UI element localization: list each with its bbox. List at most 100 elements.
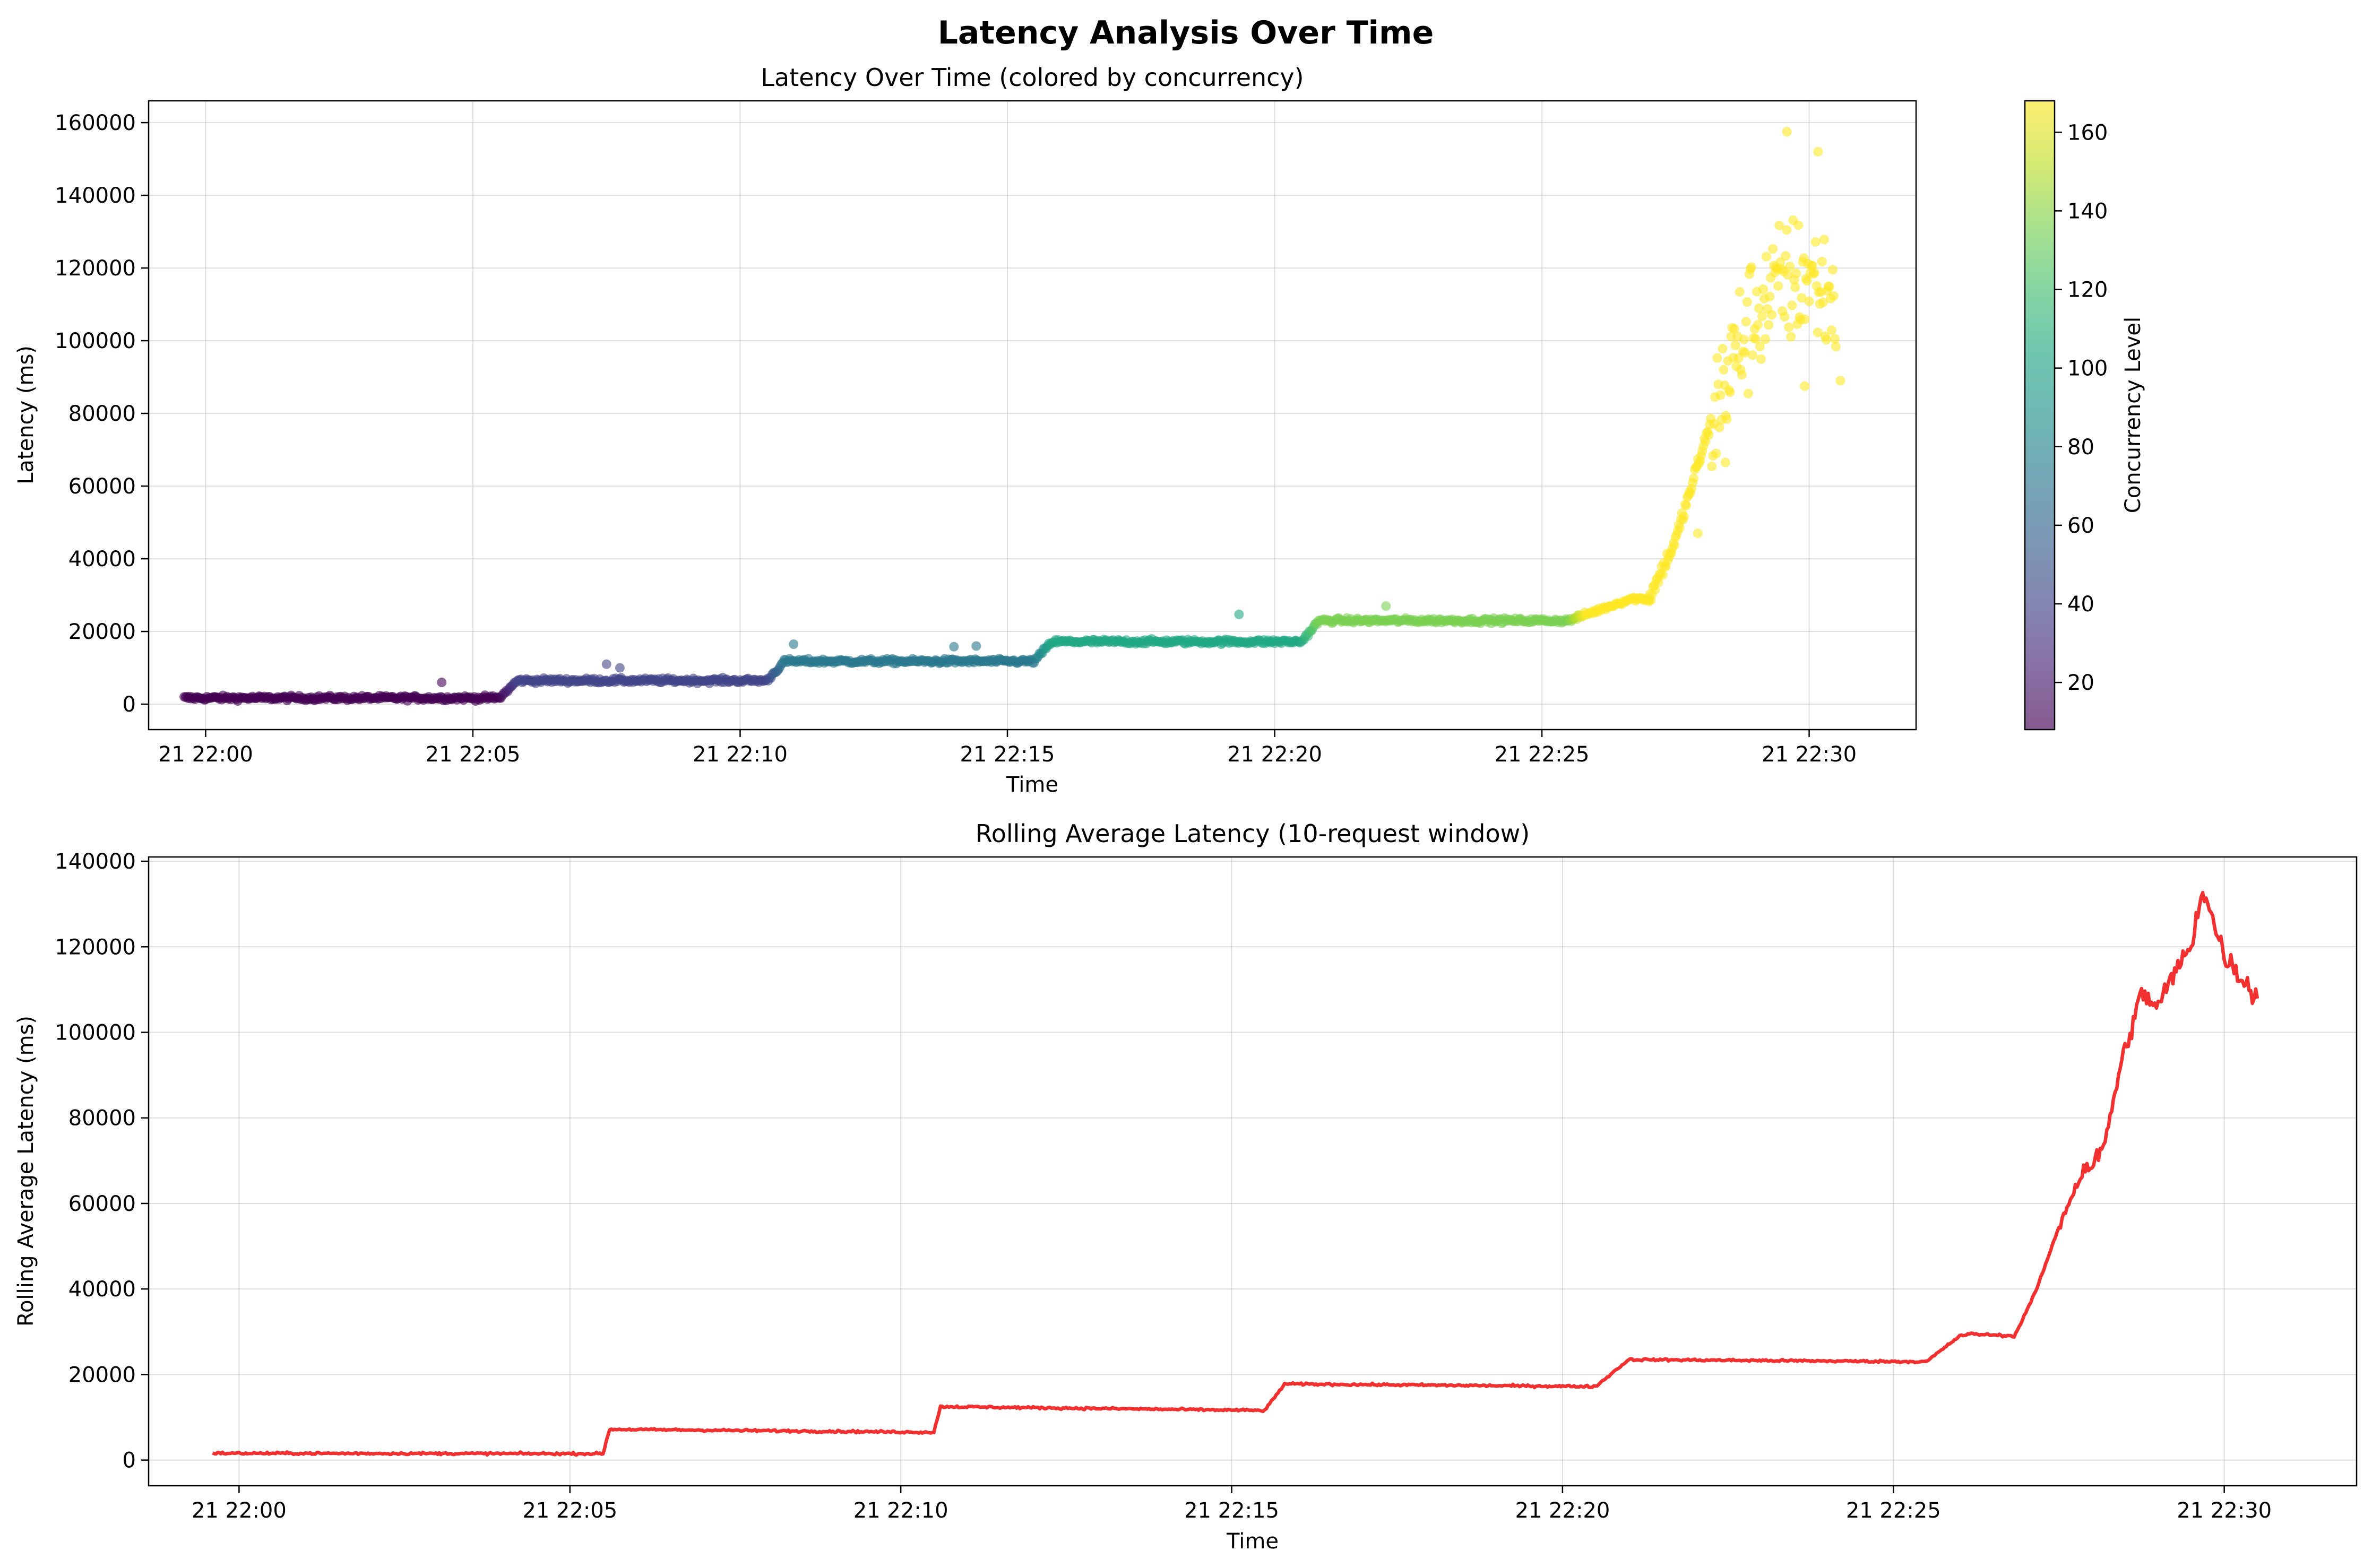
bot-y-tick-label: 140000 — [55, 850, 136, 874]
scatter-point — [615, 663, 625, 673]
colorbar-tick-label: 80 — [2067, 435, 2094, 460]
scatter-point — [1827, 265, 1838, 275]
top-x-axis-label: Time — [1006, 773, 1058, 797]
colorbar-gradient — [2025, 101, 2055, 730]
colorbar-frame — [2024, 100, 2056, 731]
scatter-point — [1781, 251, 1791, 261]
scatter-point — [1729, 324, 1739, 334]
scatter-point — [1658, 570, 1668, 580]
top-x-tick-label: 21 22:00 — [158, 742, 253, 767]
scatter-point — [1821, 335, 1831, 345]
scatter-point — [1756, 354, 1766, 364]
bottom-chart: Rolling Average Latency (10-request wind… — [14, 819, 2358, 1554]
scatter-point — [1718, 344, 1728, 353]
bot-x-tick-label: 21 22:20 — [1515, 1498, 1610, 1523]
bottom-grid — [149, 857, 2357, 1486]
top-y-tick-label: 60000 — [68, 474, 136, 499]
scatter-point — [1715, 390, 1726, 400]
colorbar-tick-label: 160 — [2067, 120, 2108, 145]
scatter-point — [1800, 381, 1810, 391]
bottom-chart-title: Rolling Average Latency (10-request wind… — [976, 819, 1530, 848]
colorbar-tick-label: 140 — [2067, 199, 2108, 223]
top-chart: Latency Over Time (colored by concurrenc… — [14, 63, 2145, 797]
scatter-point — [1739, 334, 1749, 344]
top-y-tick-label: 80000 — [68, 402, 136, 426]
scatter-point — [1679, 512, 1689, 522]
scatter-point — [1828, 291, 1839, 301]
scatter-point — [1800, 314, 1810, 324]
scatter-point — [1743, 388, 1753, 399]
bottom-x-ticks: 21 22:00 21 22:05 21 22:10 21 22:15 21 22:20… — [192, 1486, 2272, 1523]
bot-x-tick-label: 21 22:00 — [192, 1498, 287, 1523]
bot-y-tick-label: 60000 — [68, 1192, 136, 1216]
top-y-tick-label: 160000 — [55, 111, 136, 135]
scatter-point — [1818, 297, 1828, 307]
scatter-point — [1747, 350, 1757, 360]
bot-y-tick-label: 20000 — [68, 1363, 136, 1387]
scatter-point — [1780, 312, 1790, 322]
scatter-point — [1741, 317, 1751, 327]
scatter-point — [1813, 146, 1823, 157]
scatter-point — [1785, 262, 1795, 272]
scatter-point — [1783, 270, 1793, 280]
scatter-point — [1793, 220, 1804, 230]
colorbar-tick-label: 20 — [2067, 671, 2094, 695]
top-x-tick-label: 21 22:30 — [1762, 742, 1857, 767]
top-x-tick-label: 21 22:15 — [960, 742, 1055, 767]
scatter-point — [789, 639, 799, 649]
bottom-x-axis-label: Time — [1226, 1529, 1279, 1554]
top-y-tick-label: 120000 — [55, 256, 136, 281]
scatter-point — [1234, 609, 1244, 619]
scatter-point — [1835, 376, 1845, 386]
scatter-point — [1830, 334, 1840, 344]
top-plot-frame — [148, 100, 1917, 731]
figure-suptitle: Latency Analysis Over Time — [938, 14, 1434, 51]
scatter-point — [1786, 332, 1796, 342]
bottom-plot-frame — [148, 856, 2358, 1487]
scatter-point — [1753, 320, 1763, 330]
scatter-point — [1791, 268, 1801, 278]
scatter-point — [1730, 340, 1740, 350]
bot-y-tick-label: 80000 — [68, 1106, 136, 1131]
scatter-point — [1720, 457, 1730, 467]
scatter-point — [1742, 297, 1752, 307]
scatter-point — [1758, 284, 1768, 294]
bot-y-tick-label: 40000 — [68, 1277, 136, 1302]
rolling-average-line — [212, 890, 2259, 1457]
scatter-point — [1711, 448, 1721, 458]
scatter-point — [1782, 127, 1792, 137]
scatter-point — [1757, 311, 1767, 322]
scatter-point — [1773, 281, 1783, 291]
scatter-point — [1817, 257, 1827, 266]
scatter-point — [1750, 334, 1761, 344]
scatter-point — [1740, 348, 1750, 358]
top-y-tick-label: 100000 — [55, 329, 136, 353]
bottom-y-axis-label: Rolling Average Latency (ms) — [14, 1016, 38, 1327]
bot-x-tick-label: 21 22:05 — [522, 1498, 617, 1523]
scatter-point — [1714, 422, 1724, 432]
scatter-point — [1797, 293, 1807, 303]
scatter-point — [1784, 322, 1794, 332]
scatter-point — [1689, 473, 1699, 483]
colorbar-tick-label: 100 — [2067, 357, 2108, 381]
colorbar-tick-label: 60 — [2067, 514, 2094, 538]
scatter-point — [1819, 235, 1829, 245]
scatter-point — [1381, 601, 1391, 611]
bot-x-tick-label: 21 22:25 — [1846, 1498, 1941, 1523]
scatter-point — [1768, 244, 1778, 254]
scatter-point — [1755, 341, 1765, 351]
bot-y-tick-label: 100000 — [55, 1021, 136, 1045]
scatter-point — [1746, 262, 1756, 272]
scatter-point — [1774, 220, 1784, 230]
scatter-point — [1831, 342, 1841, 352]
scatter-point — [1681, 500, 1691, 510]
scatter-point — [1790, 282, 1800, 292]
scatter-point — [1761, 334, 1770, 344]
scatter-point — [1725, 387, 1735, 397]
scatter-point — [601, 659, 611, 669]
bottom-y-ticks: 0 20000 40000 60000 80000 100000 120000 140000 — [55, 850, 149, 1473]
top-y-tick-label: 140000 — [55, 184, 136, 208]
top-scatter-points — [179, 127, 1845, 706]
scatter-point — [1722, 414, 1732, 424]
scatter-point — [1762, 252, 1771, 262]
